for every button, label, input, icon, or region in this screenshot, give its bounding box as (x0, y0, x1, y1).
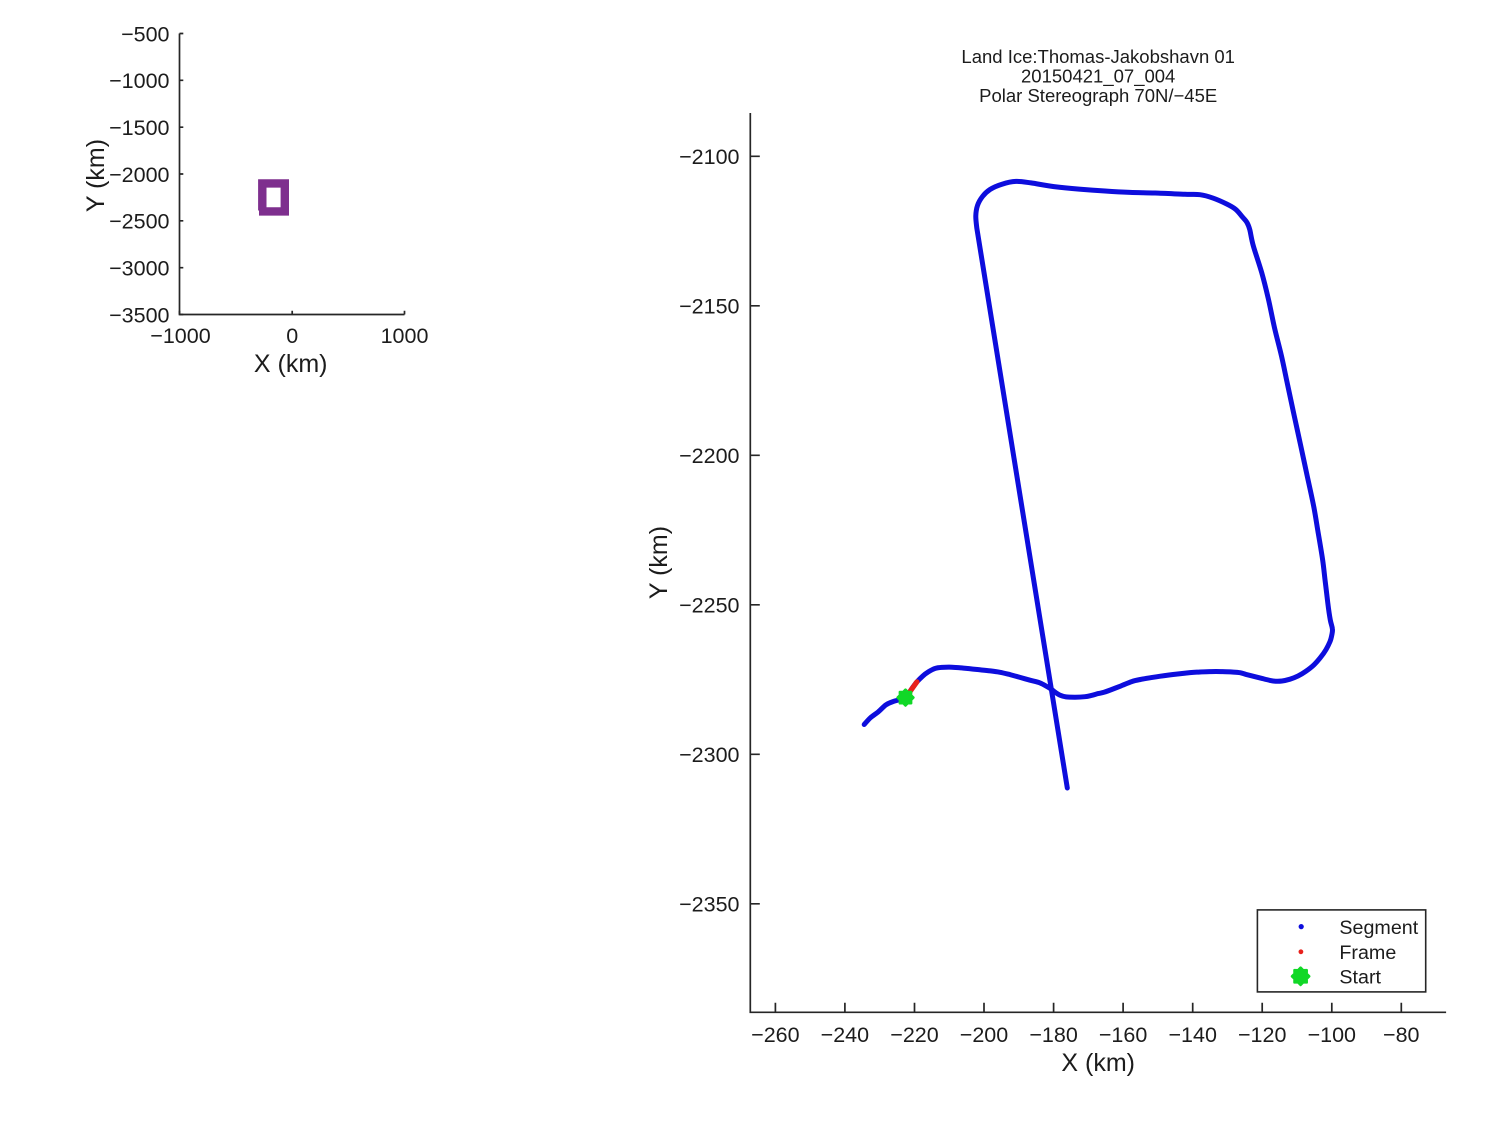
svg-text:X (km): X (km) (1061, 1049, 1135, 1077)
svg-text:−1000: −1000 (109, 69, 169, 93)
svg-text:−160: −160 (1099, 1023, 1147, 1047)
svg-text:Polar Stereograph 70N/−45E: Polar Stereograph 70N/−45E (979, 85, 1217, 106)
svg-text:Segment: Segment (1339, 917, 1418, 939)
svg-text:−1500: −1500 (109, 116, 169, 140)
svg-text:−3000: −3000 (109, 257, 169, 281)
svg-text:−2200: −2200 (679, 444, 739, 468)
svg-text:−2100: −2100 (679, 145, 739, 169)
svg-text:−80: −80 (1383, 1023, 1420, 1047)
svg-text:−500: −500 (121, 22, 169, 46)
svg-text:0: 0 (286, 324, 298, 348)
svg-text:−120: −120 (1238, 1023, 1286, 1047)
svg-text:−100: −100 (1308, 1023, 1356, 1047)
svg-text:−2500: −2500 (109, 210, 169, 234)
svg-text:−2150: −2150 (679, 295, 739, 319)
svg-text:−220: −220 (890, 1023, 938, 1047)
svg-text:−2250: −2250 (679, 594, 739, 618)
svg-text:20150421_07_004: 20150421_07_004 (1021, 66, 1175, 88)
svg-text:−260: −260 (751, 1023, 799, 1047)
svg-text:Land Ice:Thomas-Jakobshavn 01: Land Ice:Thomas-Jakobshavn 01 (961, 46, 1235, 67)
svg-text:−140: −140 (1168, 1023, 1216, 1047)
svg-text:Y (km): Y (km) (82, 139, 110, 212)
svg-text:−240: −240 (821, 1023, 869, 1047)
svg-text:Frame: Frame (1339, 942, 1396, 964)
svg-text:−1000: −1000 (150, 324, 210, 348)
svg-text:Start: Start (1339, 967, 1381, 989)
svg-text:Y (km): Y (km) (645, 526, 673, 599)
svg-text:−2350: −2350 (679, 893, 739, 917)
svg-text:−3500: −3500 (109, 303, 169, 327)
svg-text:−180: −180 (1029, 1023, 1077, 1047)
svg-text:1000: 1000 (381, 324, 429, 348)
svg-text:−2300: −2300 (679, 743, 739, 767)
svg-text:−2000: −2000 (109, 163, 169, 187)
svg-text:X (km): X (km) (254, 350, 328, 378)
svg-text:−200: −200 (960, 1023, 1008, 1047)
